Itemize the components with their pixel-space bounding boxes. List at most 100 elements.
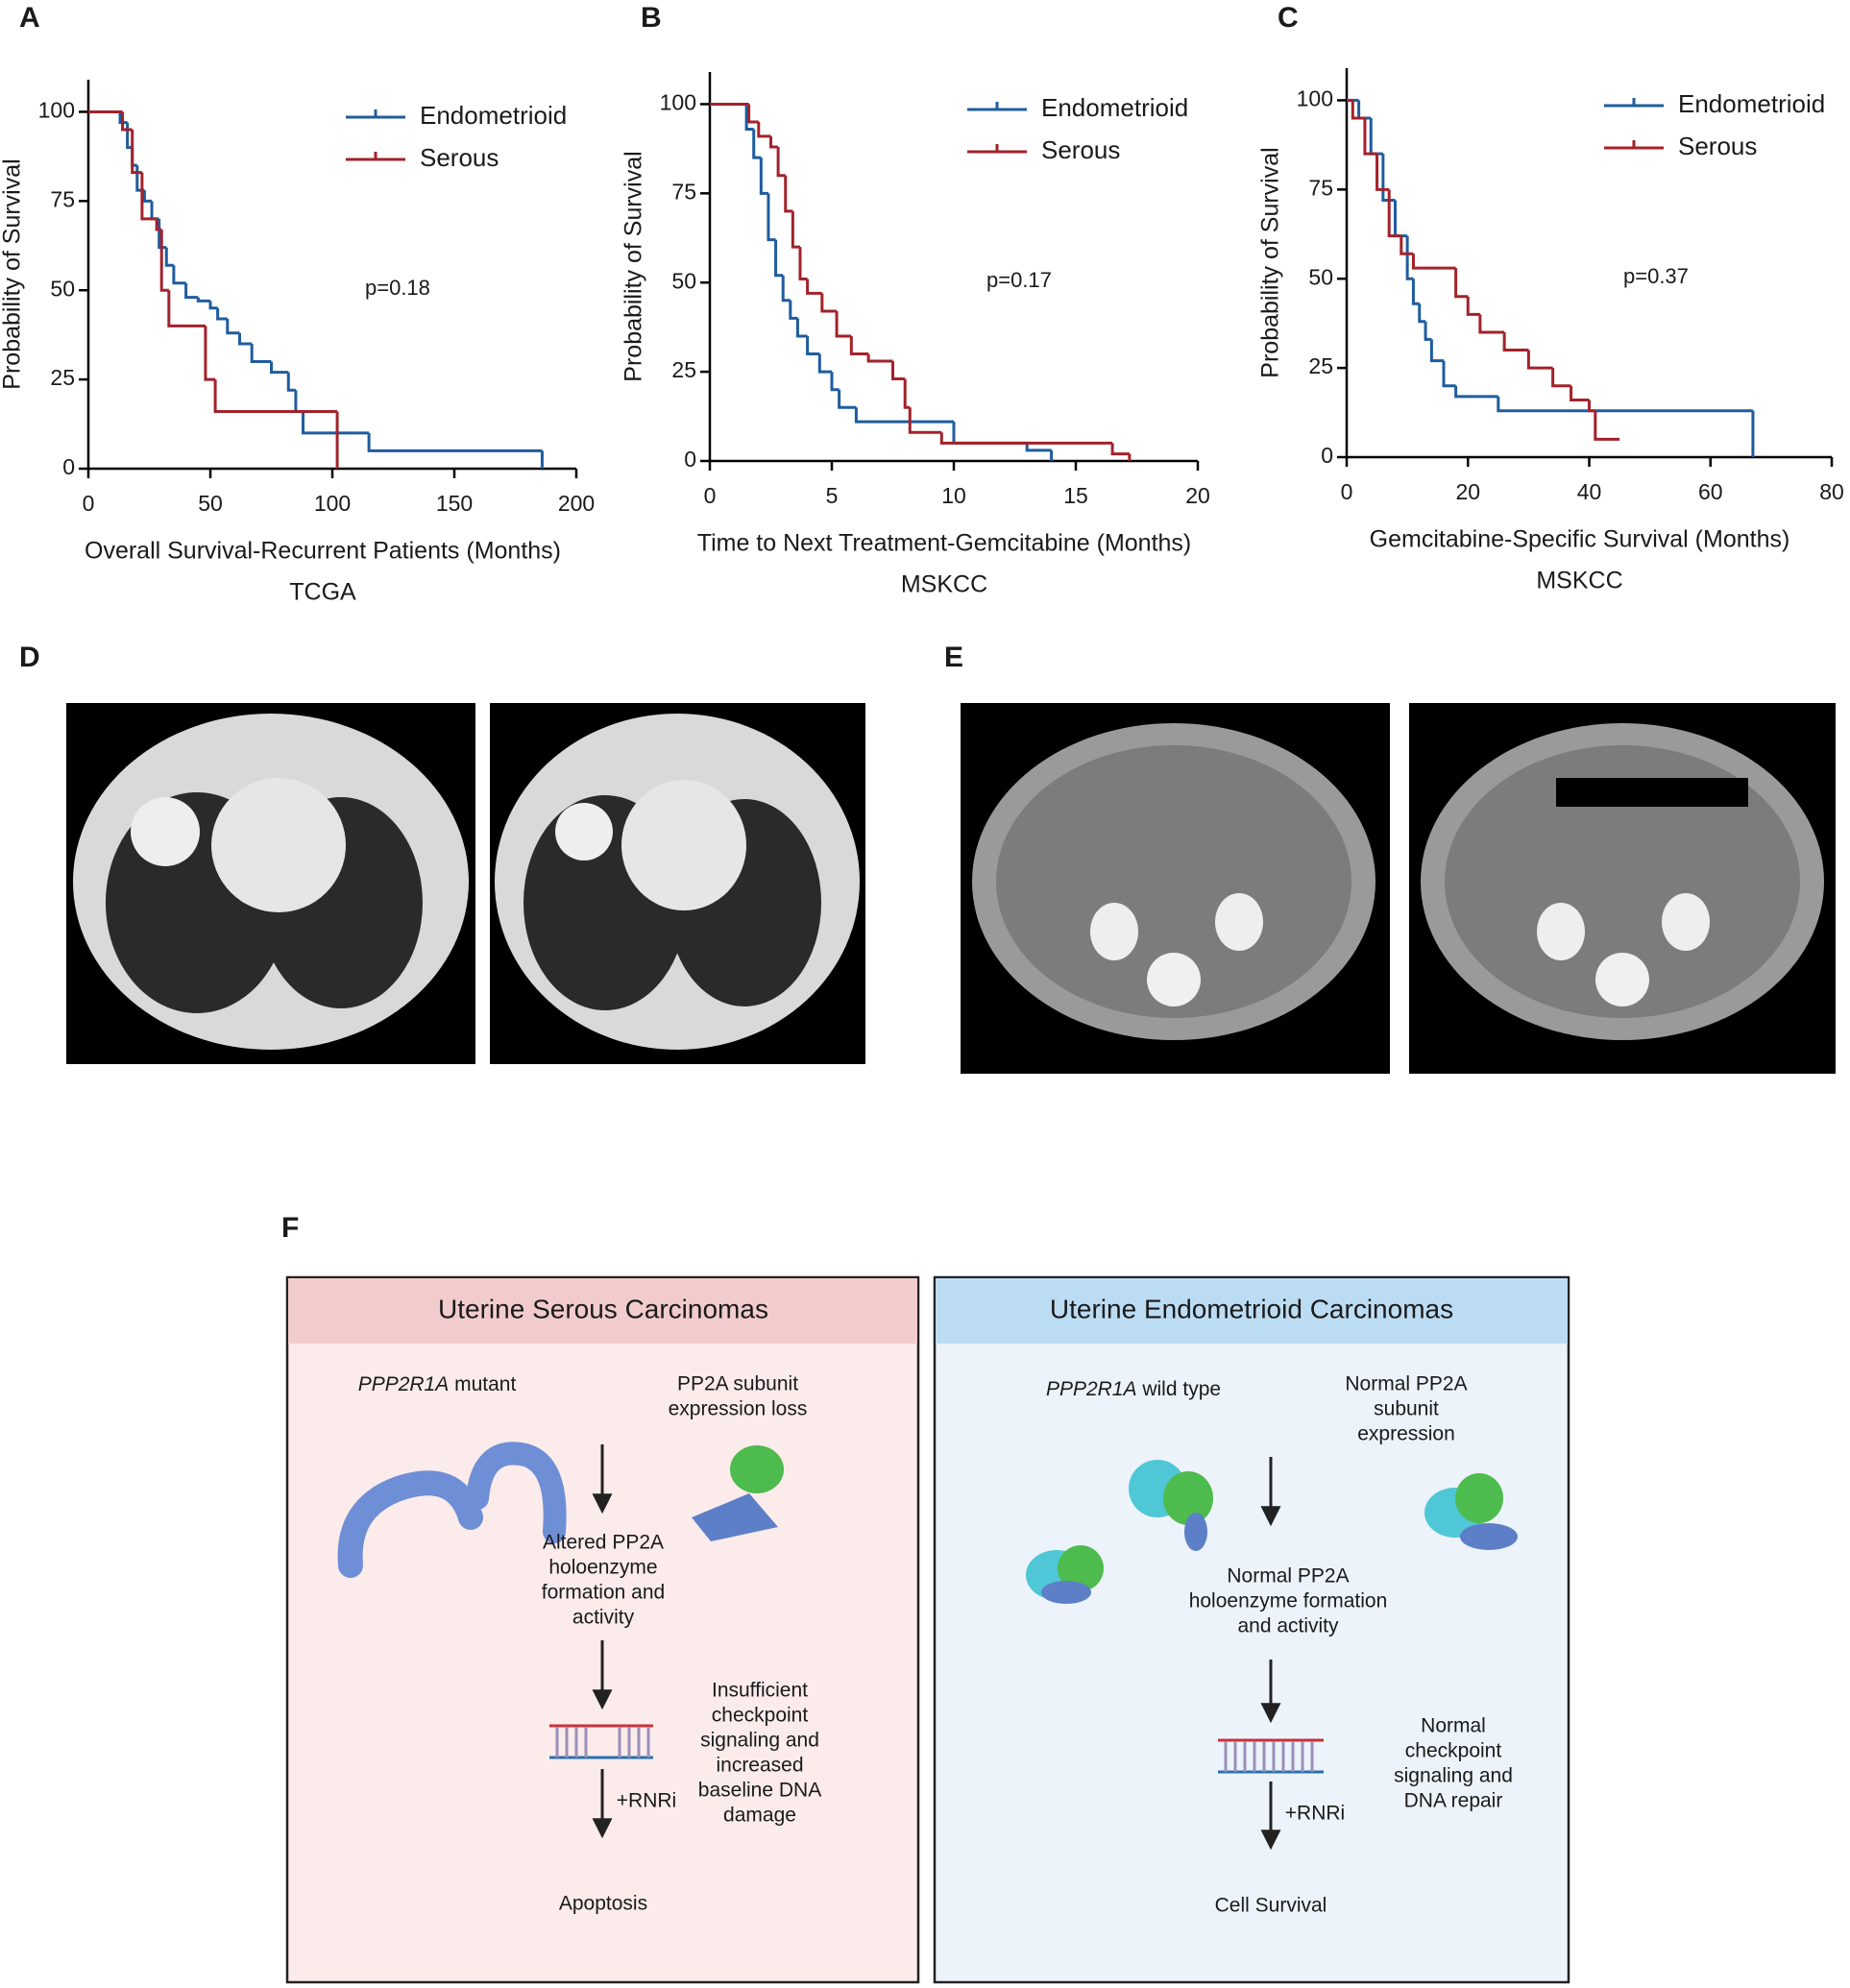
survival-step <box>184 282 199 300</box>
survival-step <box>769 135 779 149</box>
box-title: Uterine Serous Carcinomas <box>438 1294 768 1323</box>
survival-step <box>784 175 793 213</box>
survival-step <box>1588 400 1595 413</box>
subunit-text: expression <box>1357 1423 1455 1445</box>
arrow <box>592 1444 1281 1851</box>
survival-step <box>1357 100 1372 120</box>
effect-text: activity <box>572 1607 635 1629</box>
gene-name: PPP2R1A <box>358 1373 450 1395</box>
survival-step <box>1375 154 1390 191</box>
p-value: p=0.17 <box>986 268 1052 292</box>
y-axis-label: Probability of Survival <box>1257 147 1284 377</box>
x-tick-label: 20 <box>1455 479 1480 504</box>
survival-step <box>250 343 272 364</box>
gene-name: PPP2R1A <box>1046 1378 1137 1400</box>
legend-label: Endometrioid <box>1678 89 1825 118</box>
x-tick-label: 0 <box>704 483 717 508</box>
survival-step <box>1411 254 1456 270</box>
survival-step <box>806 279 822 295</box>
survival-step <box>159 230 169 292</box>
survival-step <box>1424 321 1432 341</box>
y-tick-label: 50 <box>50 276 75 301</box>
effect-text: holoenzyme formation <box>1189 1590 1388 1612</box>
y-tick-label: 75 <box>50 186 75 211</box>
survival-step <box>757 122 771 138</box>
chart-subtitle: MSKCC <box>1536 568 1622 594</box>
p-value: p=0.37 <box>1623 264 1689 288</box>
subunit-text: expression loss <box>669 1398 808 1420</box>
survival-step <box>798 247 808 281</box>
survival-step <box>774 239 784 278</box>
panel-label: B <box>641 2 662 34</box>
survival-step <box>286 372 296 392</box>
survival-step <box>1454 268 1469 299</box>
y-tick-label: 50 <box>1308 264 1333 289</box>
x-tick-label: 40 <box>1577 479 1602 504</box>
subunit-text: subunit <box>1374 1398 1439 1420</box>
y-tick-label: 25 <box>671 357 696 382</box>
diagram-box <box>285 1275 1570 1984</box>
y-tick-label: 100 <box>660 90 696 115</box>
y-tick-label: 50 <box>671 268 696 293</box>
survival-step <box>142 190 153 203</box>
effect-text: formation and <box>542 1582 665 1604</box>
survival-step <box>1387 189 1401 238</box>
y-tick-label: 0 <box>1321 443 1333 468</box>
survival-step <box>367 432 543 452</box>
survival-step <box>196 297 210 303</box>
panel-label: A <box>19 2 40 34</box>
x-tick-label: 15 <box>1063 483 1088 508</box>
survival-step <box>1363 118 1377 156</box>
survival-step <box>791 210 800 249</box>
survival-step <box>891 360 906 381</box>
survival-step <box>854 407 954 424</box>
survival-step <box>1502 331 1529 352</box>
p-value: p=0.18 <box>365 276 430 300</box>
survival-step <box>806 335 820 356</box>
survival-step <box>1381 154 1396 202</box>
survival-step <box>1351 100 1365 120</box>
legend-label: Serous <box>1678 132 1757 160</box>
checkpoint-text: checkpoint <box>1405 1740 1502 1762</box>
effect-text: Altered PP2A <box>543 1532 664 1554</box>
survival-step <box>302 411 370 435</box>
survival-step <box>167 290 206 327</box>
panel-label: F <box>281 1212 299 1244</box>
survival-step <box>172 265 186 285</box>
x-tick-label: 0 <box>1341 479 1353 504</box>
dna-icon <box>549 1724 1324 1774</box>
ct-image <box>961 703 1836 1074</box>
checkpoint-text: checkpoint <box>712 1705 809 1727</box>
survival-step <box>1466 296 1480 316</box>
survival-step <box>216 307 228 321</box>
survival-step <box>164 247 174 267</box>
survival-step <box>1594 410 1620 441</box>
survival-step <box>270 361 289 375</box>
survival-step <box>830 372 840 392</box>
survival-step <box>226 318 240 335</box>
y-tick-label: 100 <box>1297 86 1333 111</box>
survival-step <box>838 389 857 409</box>
survival-step <box>1497 396 1753 413</box>
x-axis-label: Overall Survival-Recurrent Patients (Mon… <box>85 538 561 565</box>
treatment: +RNRi <box>1285 1803 1345 1825</box>
survival-step <box>1526 350 1553 370</box>
y-tick-label: 25 <box>1308 353 1333 378</box>
survival-step <box>1551 368 1571 388</box>
gene-status: PPP2R1A mutant <box>358 1373 517 1395</box>
gene-status-text: mutant <box>454 1373 516 1395</box>
survival-step <box>781 275 791 303</box>
survival-step <box>118 111 128 125</box>
effect-text: Normal PP2A <box>1227 1565 1349 1588</box>
survival-step <box>1454 385 1498 399</box>
ct-image <box>66 703 865 1064</box>
x-tick-label: 60 <box>1698 479 1723 504</box>
survival-step <box>140 172 158 221</box>
subunit-text: PP2A subunit <box>677 1373 798 1395</box>
survival-step <box>1411 279 1420 305</box>
checkpoint-text: Normal <box>1421 1715 1486 1737</box>
survival-step <box>294 390 304 414</box>
survival-step <box>767 193 776 242</box>
x-tick-label: 200 <box>558 491 595 516</box>
